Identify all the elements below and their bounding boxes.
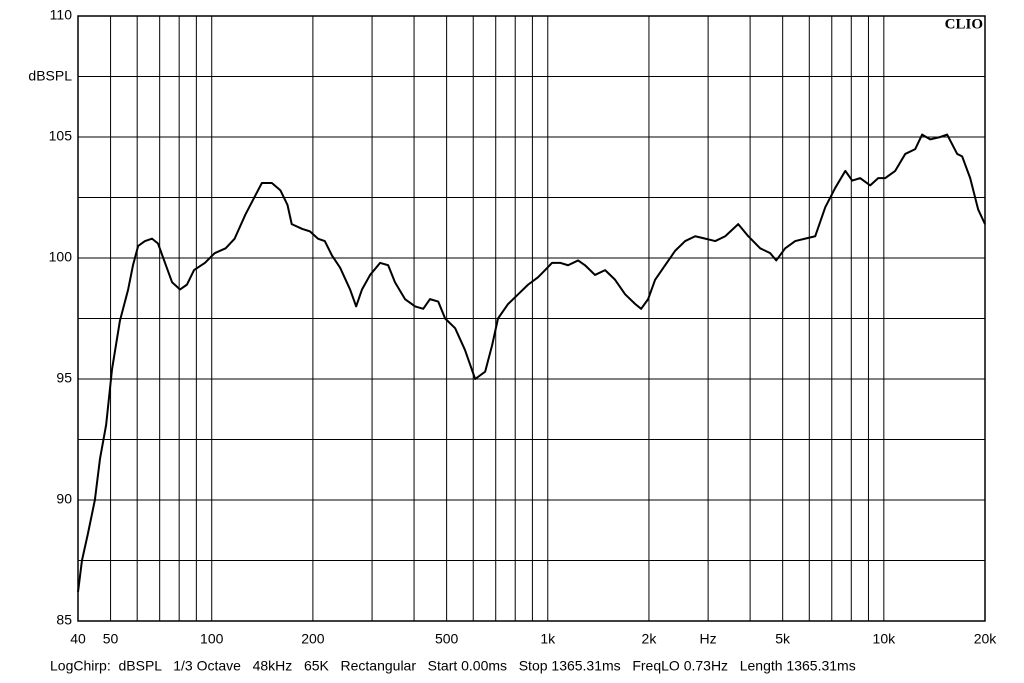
y-tick-label: 100	[49, 249, 73, 265]
x-tick-label: 20k	[974, 631, 998, 647]
x-tick-label: 5k	[775, 631, 791, 647]
plot-frame	[77, 15, 986, 622]
x-tick-label: 500	[435, 631, 459, 647]
y-tick-label: 105	[49, 128, 73, 144]
x-tick-label: 200	[301, 631, 325, 647]
y-tick-label: 110	[50, 7, 73, 23]
x-tick-label: 40	[70, 631, 86, 647]
x-tick-label: 50	[103, 631, 119, 647]
y-tick-label: 95	[56, 370, 72, 386]
x-tick-label: 2k	[642, 631, 658, 647]
x-tick-label: 1k	[540, 631, 556, 647]
x-tick-label: 100	[200, 631, 224, 647]
x-tick-label: Hz	[700, 631, 717, 647]
brand: CLIO	[945, 16, 983, 32]
x-tick-label: 10k	[873, 631, 897, 647]
response-curve	[77, 133, 986, 593]
y-axis-label: dBSPL	[28, 68, 72, 84]
y-tick-label: 85	[56, 612, 72, 628]
footer: LogChirp: dBSPL 1/3 Octave 48kHz 65K Rec…	[50, 658, 856, 674]
y-tick-label: 90	[56, 491, 72, 507]
